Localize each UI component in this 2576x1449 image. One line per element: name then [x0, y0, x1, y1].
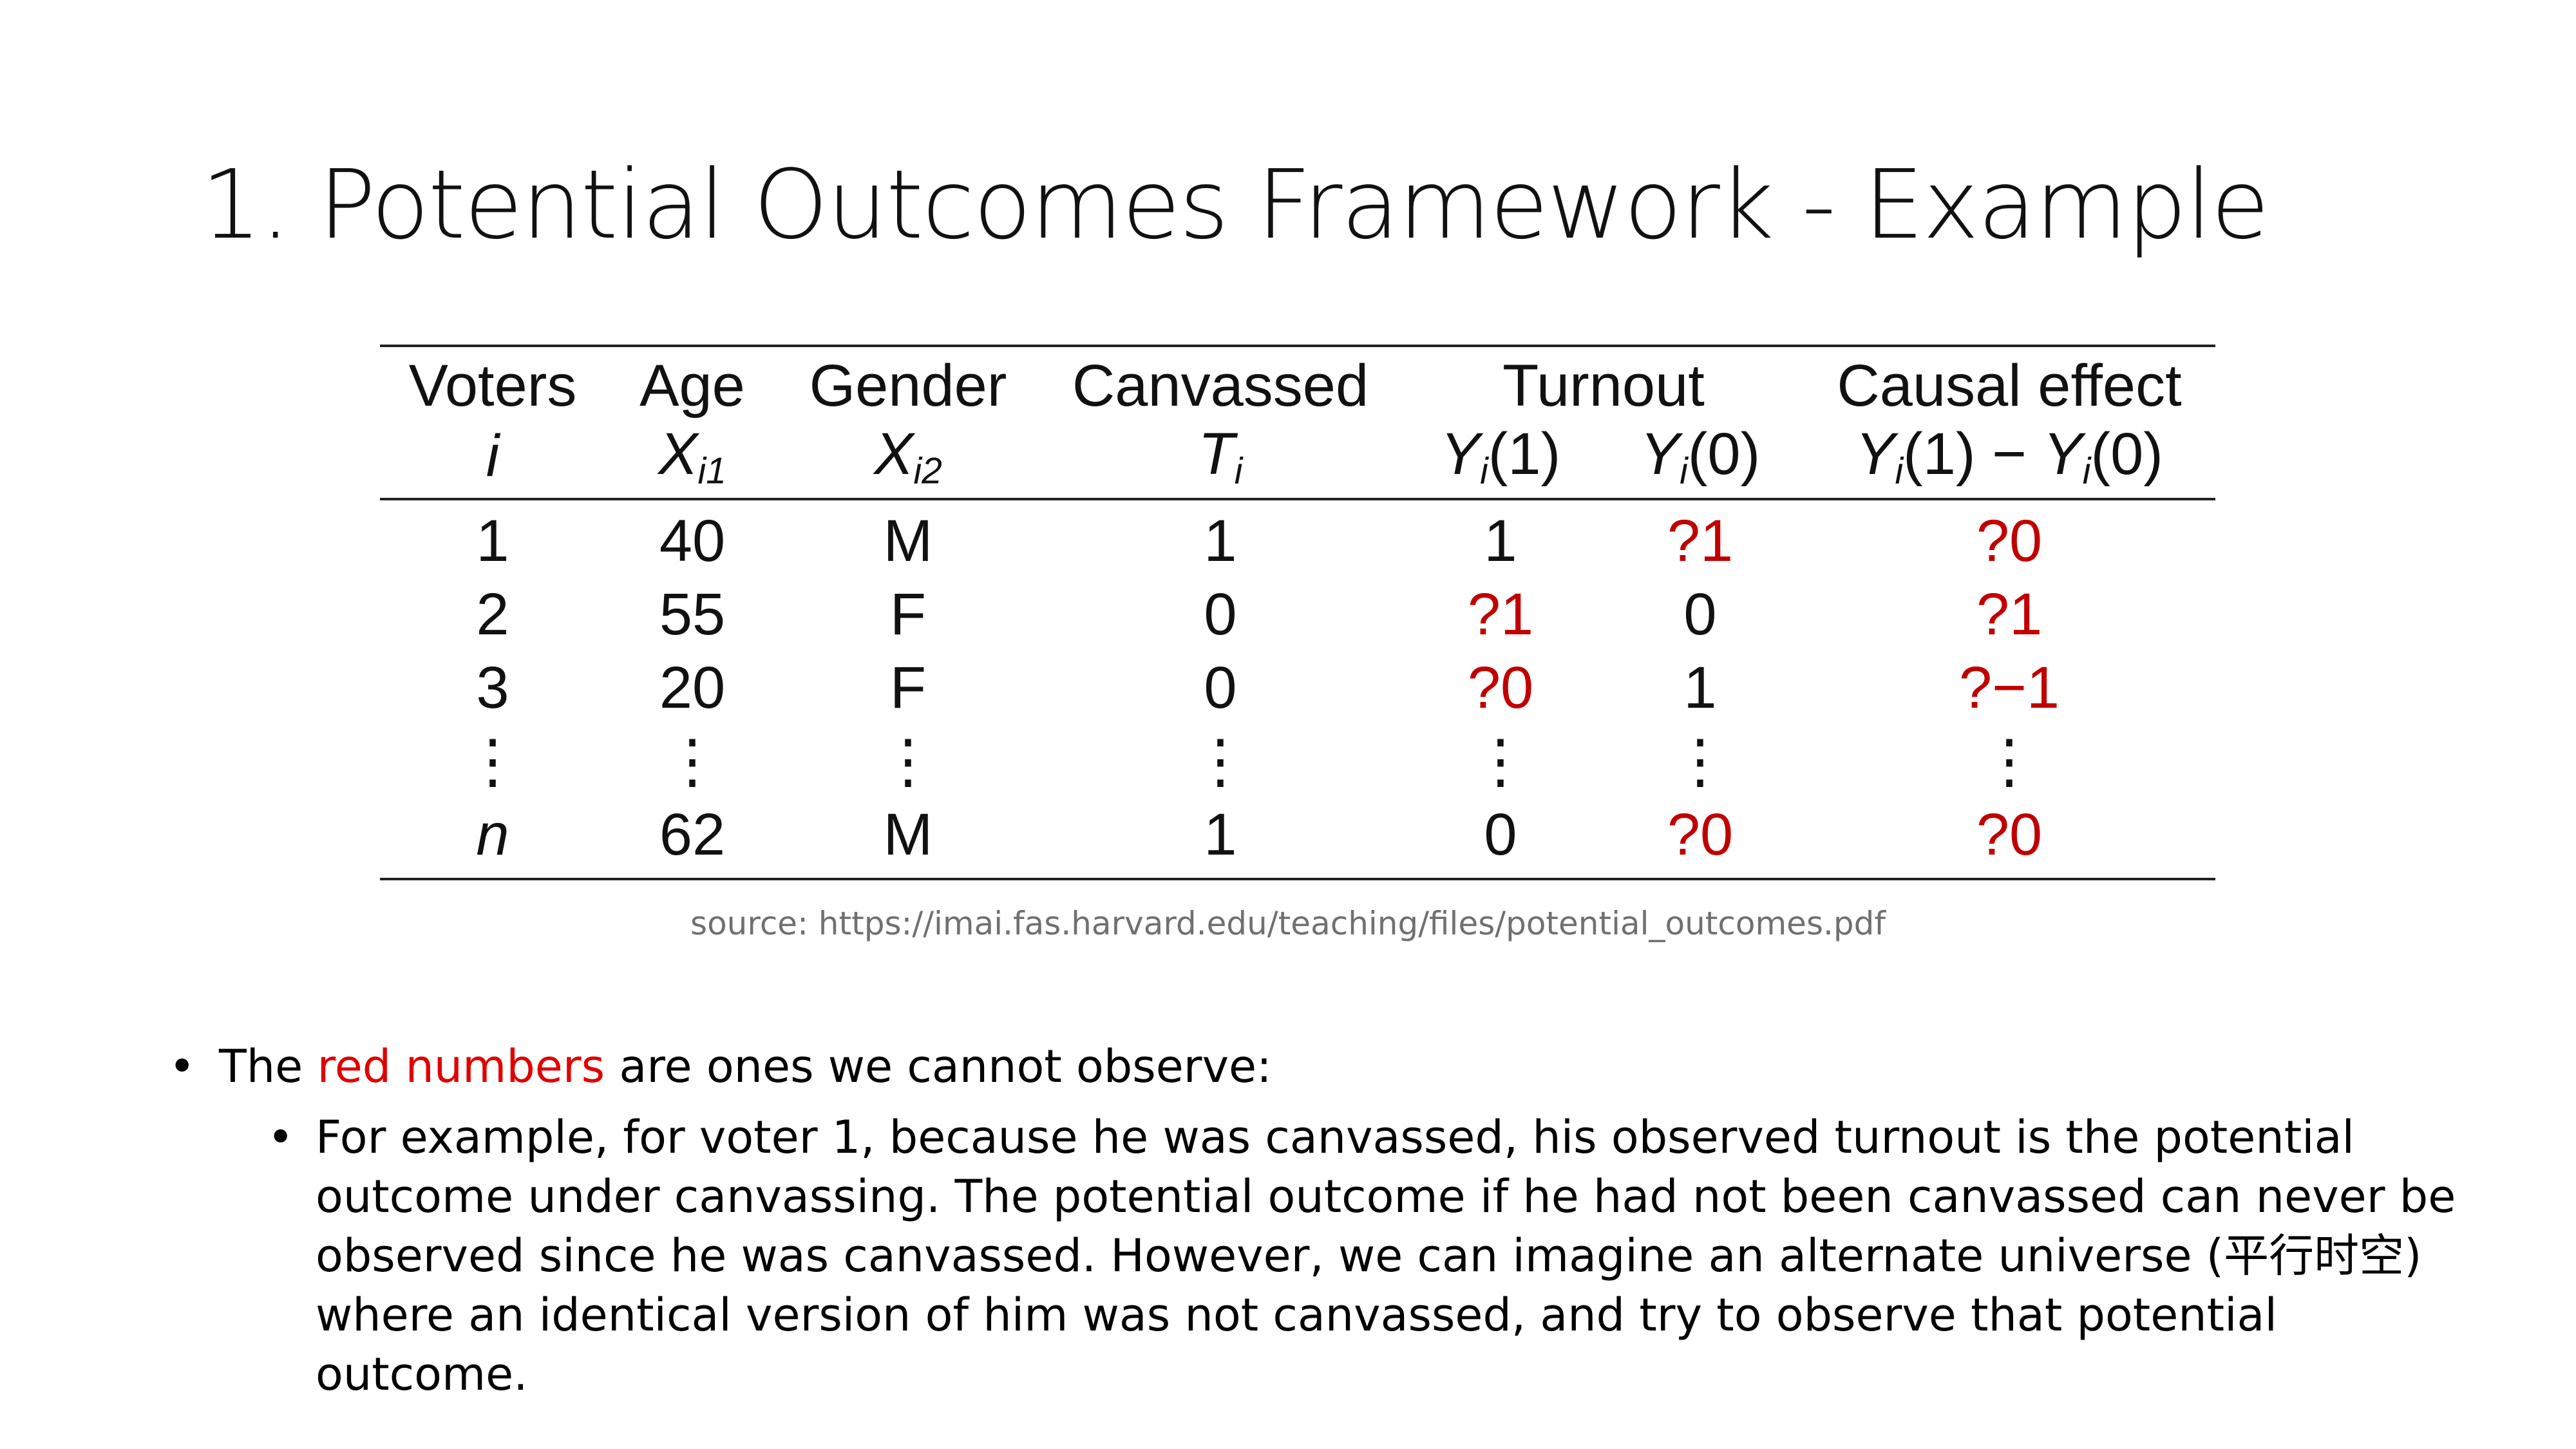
table-row: 2 55 F 0 ?1 0 ?1 — [380, 578, 2215, 651]
cell-age: 55 — [659, 581, 726, 647]
bullet-text-pre: The — [219, 1040, 317, 1093]
cell-gender: ⋮ — [878, 728, 938, 794]
cell-effect-unobserved: ?−1 — [1958, 654, 2060, 721]
bullet-list: • The red numbers are ones we cannot obs… — [169, 1037, 2461, 1404]
subheader-gender: Xi2 — [779, 420, 1037, 500]
cell-y0-unobserved: ?0 — [1597, 797, 1803, 880]
subheader-effect: Yi(1) − Yi(0) — [1803, 420, 2215, 500]
subheader-canvassed: Ti — [1037, 420, 1404, 500]
header-age: Age — [605, 345, 779, 421]
cell-gender: F — [889, 654, 927, 721]
cell-y1-unobserved: ?0 — [1467, 654, 1534, 721]
cell-effect-unobserved: ?0 — [1803, 797, 2215, 880]
cell-y1: 0 — [1404, 797, 1597, 880]
header-row: Voters Age Gender Canvassed Turnout Caus… — [380, 345, 2215, 421]
cell-voter: 2 — [476, 581, 509, 647]
subheader-y1: Yi(1) — [1404, 420, 1597, 500]
table-row-ellipsis: ⋮ ⋮ ⋮ ⋮ ⋮ ⋮ ⋮ — [380, 724, 2215, 798]
cell-y0: 1 — [1683, 654, 1717, 721]
table-row: 1 40 M 1 1 ?1 ?0 — [380, 499, 2215, 578]
cell-age: ⋮ — [663, 728, 722, 794]
cell-effect-unobserved: ?0 — [1976, 507, 2043, 574]
source-caption: source: https://imai.fas.harvard.edu/tea… — [690, 905, 1886, 942]
cell-effect-unobserved: ?1 — [1976, 581, 2043, 647]
bullet-text-post: are ones we cannot observe: — [605, 1040, 1272, 1093]
sub-bullet-item: • For example, for voter 1, because he w… — [267, 1108, 2461, 1404]
cell-gender: F — [889, 581, 927, 647]
bullet-item: • The red numbers are ones we cannot obs… — [169, 1037, 2461, 1096]
cell-y1: ⋮ — [1471, 728, 1530, 794]
cell-age: 40 — [659, 507, 726, 574]
cell-effect: ⋮ — [1980, 728, 2039, 794]
cell-y0: ⋮ — [1671, 728, 1730, 794]
sub-bullet-dot-icon: • — [267, 1111, 294, 1164]
cell-voter: 3 — [476, 654, 509, 721]
cell-canvassed: ⋮ — [1191, 728, 1250, 794]
bullet-text-red: red numbers — [317, 1040, 605, 1093]
cell-canvassed: 1 — [1037, 797, 1404, 880]
subheader-row: i Xi1 Xi2 Ti Yi(1) Yi(0) Yi(1) − Yi(0) — [380, 420, 2215, 500]
header-turnout: Turnout — [1404, 345, 1803, 421]
header-causal-effect: Causal effect — [1803, 345, 2215, 421]
cell-y1: 1 — [1484, 507, 1517, 574]
cell-age: 20 — [659, 654, 726, 721]
subheader-y0: Yi(0) — [1597, 420, 1803, 500]
cell-y0-unobserved: ?1 — [1667, 507, 1734, 574]
cell-y1-unobserved: ?1 — [1467, 581, 1534, 647]
slide-title: 1. Potential Outcomes Framework - Exampl… — [201, 149, 2269, 260]
bullet-dot-icon: • — [169, 1040, 196, 1093]
cell-canvassed: 0 — [1204, 581, 1237, 647]
cell-canvassed: 1 — [1204, 507, 1237, 574]
cell-gender: M — [883, 507, 933, 574]
cell-gender: M — [779, 797, 1037, 880]
potential-outcomes-table: Voters Age Gender Canvassed Turnout Caus… — [380, 345, 2215, 880]
sub-bullet-text: For example, for voter 1, because he was… — [316, 1111, 2456, 1401]
cell-voter: n — [380, 797, 605, 880]
cell-y0: 0 — [1683, 581, 1717, 647]
header-canvassed: Canvassed — [1037, 345, 1404, 421]
subheader-voters: i — [380, 420, 605, 500]
header-voters: Voters — [380, 345, 605, 421]
cell-age: 62 — [605, 797, 779, 880]
subheader-age: Xi1 — [605, 420, 779, 500]
table-row: n 62 M 1 0 ?0 ?0 — [380, 797, 2215, 880]
cell-voter: 1 — [476, 507, 509, 574]
cell-canvassed: 0 — [1204, 654, 1237, 721]
header-gender: Gender — [779, 345, 1037, 421]
cell-voter: ⋮ — [463, 728, 522, 794]
table-row: 3 20 F 0 ?0 1 ?−1 — [380, 651, 2215, 724]
